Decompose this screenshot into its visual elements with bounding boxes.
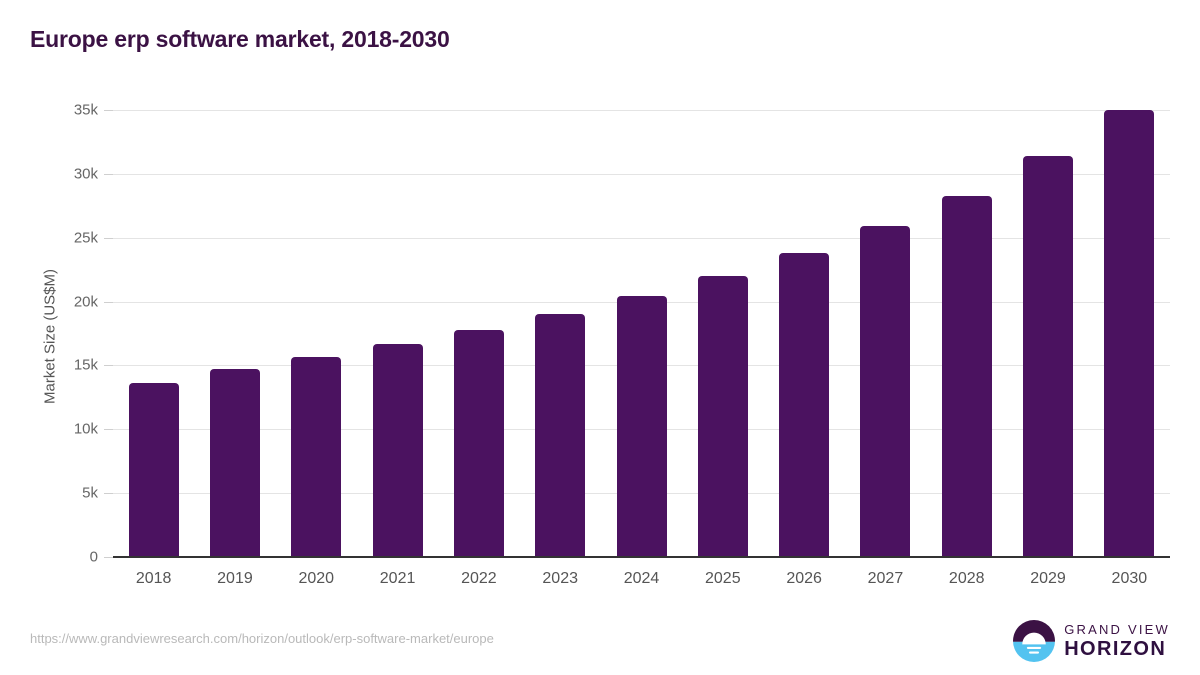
bar-2022[interactable] <box>453 329 504 557</box>
x-tick-label-2021: 2021 <box>379 570 416 587</box>
logo-bottom-text: HORIZON <box>1064 638 1167 660</box>
bar-2027[interactable] <box>860 226 911 557</box>
y-tick-label: 10k <box>73 420 98 438</box>
y-tick-label: 35k <box>73 101 98 119</box>
source-url[interactable]: https://www.grandviewresearch.com/horizo… <box>30 631 494 646</box>
logo-wordmark: GRAND VIEW HORIZON <box>1064 623 1170 659</box>
page-title: Europe erp software market, 2018-2030 <box>30 26 450 52</box>
y-axis-title: Market Size (US$M) <box>41 268 59 405</box>
bar-2028[interactable] <box>941 195 992 557</box>
y-tick-mark <box>104 110 113 111</box>
x-tick-label-2025: 2025 <box>705 570 741 587</box>
brand-logo[interactable]: GRAND VIEW HORIZON <box>1013 620 1170 662</box>
y-tick-label: 20k <box>73 293 98 311</box>
y-tick-mark <box>104 301 113 303</box>
x-tick-label-2028: 2028 <box>948 570 985 587</box>
x-tick-label-2029: 2029 <box>1030 570 1066 587</box>
bar-2029[interactable] <box>1023 155 1074 557</box>
x-tick-label-2030: 2030 <box>1111 570 1148 587</box>
y-tick-mark <box>104 493 113 495</box>
bar-2024[interactable] <box>616 296 667 557</box>
x-tick-label-2026: 2026 <box>786 570 822 587</box>
x-tick-label-2024: 2024 <box>623 570 660 587</box>
bar-2025[interactable] <box>697 276 748 557</box>
logo-top-text: GRAND VIEW <box>1064 622 1170 637</box>
bar-2018[interactable] <box>128 383 179 557</box>
bar-2023[interactable] <box>535 314 586 557</box>
x-tick-label-2027: 2027 <box>867 570 904 587</box>
bar-2019[interactable] <box>209 369 260 557</box>
y-tick-mark <box>104 365 113 367</box>
bar-2030[interactable] <box>1104 110 1155 557</box>
bar-2021[interactable] <box>372 343 423 557</box>
horizon-circle-icon <box>1013 620 1056 662</box>
bar-2026[interactable] <box>779 253 830 557</box>
x-tick-label-2019: 2019 <box>217 570 253 587</box>
y-tick-label: 15k <box>73 356 98 374</box>
y-tick-mark <box>104 173 113 175</box>
y-tick-mark <box>104 429 113 431</box>
y-tick-label: 30k <box>73 165 98 183</box>
x-axis-ticks: 2018 2019 2020 2021 2022 2023 2024 2025 2026 2027… <box>113 570 1170 600</box>
gridline <box>113 110 1170 111</box>
gridline <box>113 173 1170 175</box>
bar-series <box>113 110 1170 557</box>
x-tick-label-2018: 2018 <box>135 570 172 587</box>
x-tick-label-2023: 2023 <box>542 570 578 587</box>
gridline <box>113 237 1170 239</box>
bar-2020[interactable] <box>291 356 342 557</box>
y-tick-mark <box>104 557 113 558</box>
y-tick-label: 5k <box>82 484 98 502</box>
x-tick-label-2020: 2020 <box>298 570 335 587</box>
y-tick-mark <box>104 237 113 239</box>
x-tick-label-2022: 2022 <box>461 570 497 587</box>
x-axis-line <box>113 556 1170 558</box>
y-tick-label: 0 <box>89 548 98 566</box>
y-tick-label: 25k <box>73 229 98 247</box>
